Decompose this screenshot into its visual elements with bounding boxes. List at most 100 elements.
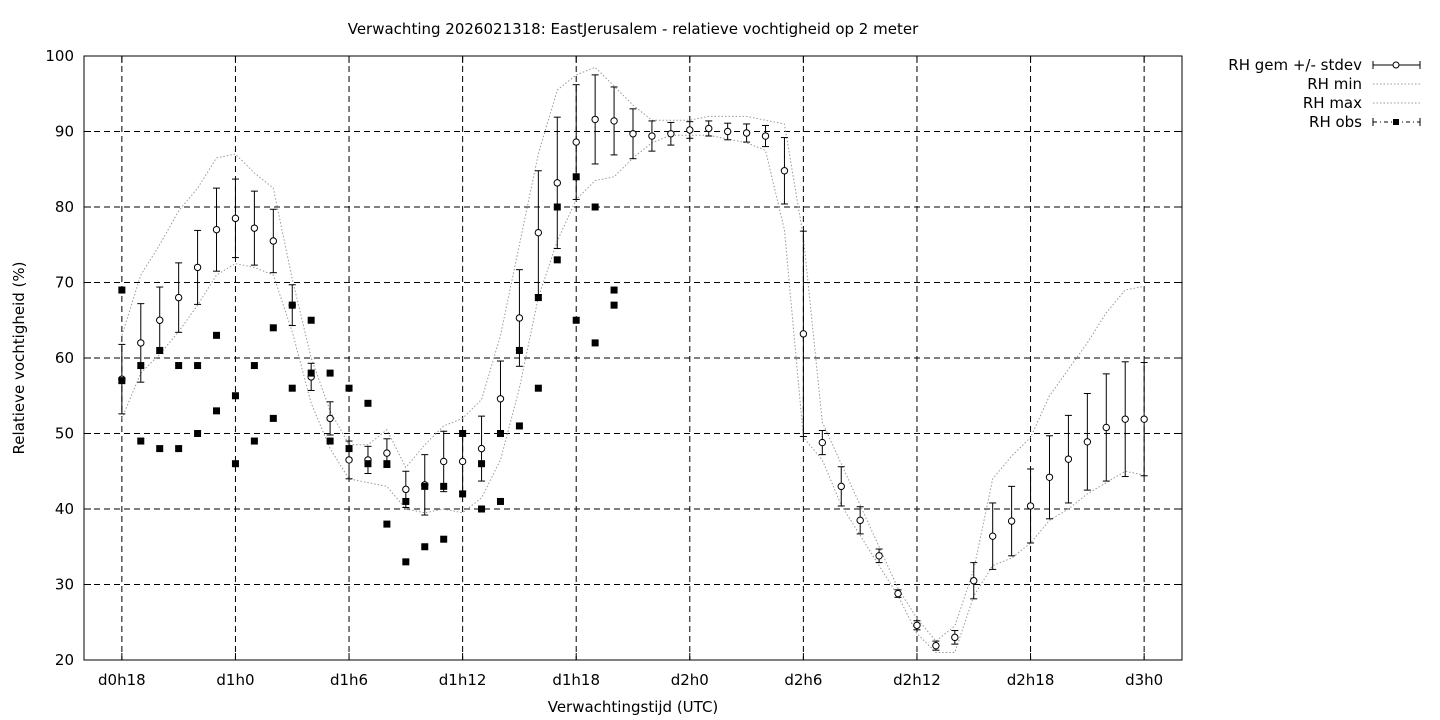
mean-point [1140, 415, 1148, 423]
x-tick-label: d3h0 [1125, 671, 1163, 689]
mean-point [913, 621, 921, 629]
y-tick-label: 80 [55, 198, 74, 216]
mean-point [667, 130, 675, 138]
obs-point [421, 482, 429, 490]
obs-point [534, 294, 542, 302]
y-tick-label: 30 [55, 576, 74, 594]
obs-point [459, 430, 467, 437]
obs-point [345, 445, 353, 453]
obs-point [572, 173, 580, 181]
mean-point [856, 516, 864, 525]
obs-point [572, 316, 580, 324]
obs-point [307, 316, 315, 324]
mean-point [629, 130, 637, 138]
x-tick-label: d2h6 [784, 671, 822, 689]
obs-point [610, 301, 618, 309]
obs-point [402, 497, 410, 505]
mean-point [799, 330, 808, 338]
y-tick-label: 50 [55, 425, 74, 443]
y-tick-label: 60 [55, 349, 74, 367]
obs-point [440, 482, 448, 490]
obs-point [288, 384, 296, 392]
obs-point [194, 362, 202, 370]
obs-point [515, 346, 523, 354]
x-tick-label: d2h18 [1007, 671, 1055, 689]
rh-obs-series [118, 173, 618, 566]
mean-point [1026, 502, 1035, 510]
mean-point [534, 228, 543, 237]
x-axis-label: Verwachtingstijd (UTC) [548, 698, 719, 716]
mean-point [1102, 423, 1110, 432]
mean-point [345, 456, 353, 464]
x-tick-label: d0h18 [98, 671, 146, 689]
obs-point [496, 430, 504, 437]
mean-point [1121, 415, 1129, 423]
x-axis-ticks: d0h18 d1h0 d1h6 d1h12 d1h18 d2h0 d2h6 d2h12 d2h1… [98, 56, 1163, 689]
obs-point [307, 369, 315, 377]
y-tick-label: 40 [55, 500, 74, 518]
obs-point [213, 331, 221, 339]
y-tick-label: 100 [45, 47, 74, 65]
mean-point [458, 457, 467, 466]
mean-point [780, 167, 789, 175]
obs-point [250, 437, 258, 445]
obs-point [515, 422, 523, 430]
obs-point [364, 460, 372, 468]
mean-point [572, 138, 580, 146]
obs-point [326, 437, 334, 445]
obs-point [383, 520, 391, 528]
mean-point [648, 132, 656, 140]
obs-point [156, 346, 164, 354]
mean-point [970, 577, 978, 585]
mean-point [269, 237, 278, 245]
obs-point [269, 414, 277, 422]
obs-point [288, 301, 296, 309]
obs-point [364, 399, 372, 407]
plot-frame [83, 55, 1183, 661]
mean-point [156, 316, 164, 324]
mean-point [742, 129, 751, 137]
mean-point [591, 115, 599, 124]
legend-label: RH min [1307, 75, 1362, 93]
mean-point [894, 589, 902, 598]
mean-point [610, 117, 618, 125]
mean-point [174, 293, 183, 302]
rh-min-series [121, 134, 1145, 653]
rh-max-series [121, 66, 1145, 642]
y-axis-label: Relatieve vochtigheid (%) [10, 261, 28, 454]
y-tick-label: 20 [55, 651, 74, 669]
mean-point [1083, 438, 1092, 446]
mean-point [686, 126, 694, 134]
x-tick-label: d1h12 [439, 671, 487, 689]
mean-point [212, 225, 221, 234]
mean-point [477, 444, 486, 453]
obs-point [345, 384, 353, 392]
obs-point [156, 445, 164, 453]
y-tick-label: 70 [55, 274, 74, 292]
mean-point [193, 263, 202, 272]
x-tick-label: d1h6 [330, 671, 368, 689]
obs-point [478, 460, 486, 468]
y-tick-label: 90 [55, 123, 74, 141]
mean-point [137, 339, 145, 347]
x-tick-label: d1h18 [552, 671, 600, 689]
mean-point [383, 449, 391, 457]
legend-sample-mean [1392, 61, 1400, 69]
obs-point [591, 339, 599, 347]
legend-label: RH obs [1309, 113, 1362, 131]
obs-point [231, 460, 239, 468]
obs-point [478, 505, 486, 513]
rh-min-line [121, 134, 1145, 653]
chart-title: Verwachting 2026021318: EastJerusalem - … [348, 20, 919, 38]
obs-point [421, 543, 429, 551]
obs-point [269, 324, 277, 332]
obs-point [534, 384, 542, 392]
x-tick-label: d1h0 [216, 671, 254, 689]
mean-point [326, 414, 334, 423]
rh-max-line [121, 66, 1145, 642]
obs-point [137, 437, 145, 445]
mean-point [932, 641, 940, 650]
obs-point [194, 430, 202, 437]
